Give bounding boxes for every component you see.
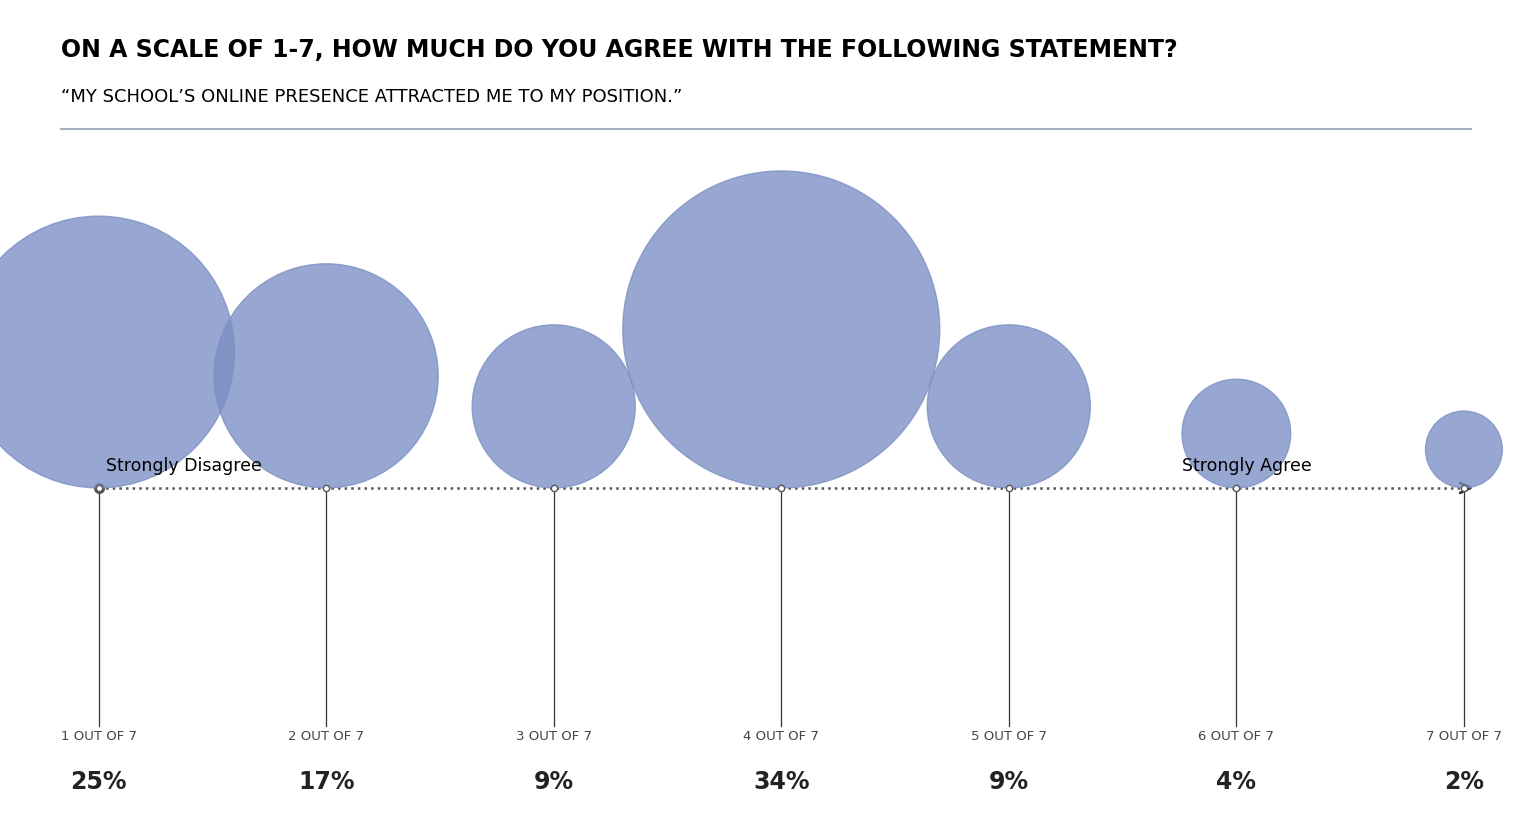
Text: ON A SCALE OF 1-7, HOW MUCH DO YOU AGREE WITH THE FOLLOWING STATEMENT?: ON A SCALE OF 1-7, HOW MUCH DO YOU AGREE… xyxy=(61,38,1177,62)
Text: 4%: 4% xyxy=(1217,770,1256,794)
Text: 6 OUT OF 7: 6 OUT OF 7 xyxy=(1198,730,1274,743)
Text: 3 OUT OF 7: 3 OUT OF 7 xyxy=(516,730,592,743)
Ellipse shape xyxy=(0,216,235,488)
Text: 34%: 34% xyxy=(752,770,810,794)
Text: 9%: 9% xyxy=(989,770,1029,794)
Text: 2 OUT OF 7: 2 OUT OF 7 xyxy=(288,730,364,743)
Ellipse shape xyxy=(472,324,636,488)
Text: 25%: 25% xyxy=(70,770,127,794)
Text: 2%: 2% xyxy=(1444,770,1484,794)
Text: “MY SCHOOL’S ONLINE PRESENCE ATTRACTED ME TO MY POSITION.”: “MY SCHOOL’S ONLINE PRESENCE ATTRACTED M… xyxy=(61,88,683,106)
Text: 9%: 9% xyxy=(534,770,573,794)
Ellipse shape xyxy=(623,171,939,488)
Text: 5 OUT OF 7: 5 OUT OF 7 xyxy=(971,730,1047,743)
Text: 1 OUT OF 7: 1 OUT OF 7 xyxy=(61,730,137,743)
Ellipse shape xyxy=(214,264,438,488)
Text: 17%: 17% xyxy=(297,770,355,794)
Text: Strongly Agree: Strongly Agree xyxy=(1182,457,1312,475)
Text: 4 OUT OF 7: 4 OUT OF 7 xyxy=(743,730,819,743)
Text: Strongly Disagree: Strongly Disagree xyxy=(106,457,262,475)
Text: 7 OUT OF 7: 7 OUT OF 7 xyxy=(1426,730,1502,743)
Ellipse shape xyxy=(927,324,1091,488)
Ellipse shape xyxy=(1426,411,1502,488)
Ellipse shape xyxy=(1182,379,1291,488)
